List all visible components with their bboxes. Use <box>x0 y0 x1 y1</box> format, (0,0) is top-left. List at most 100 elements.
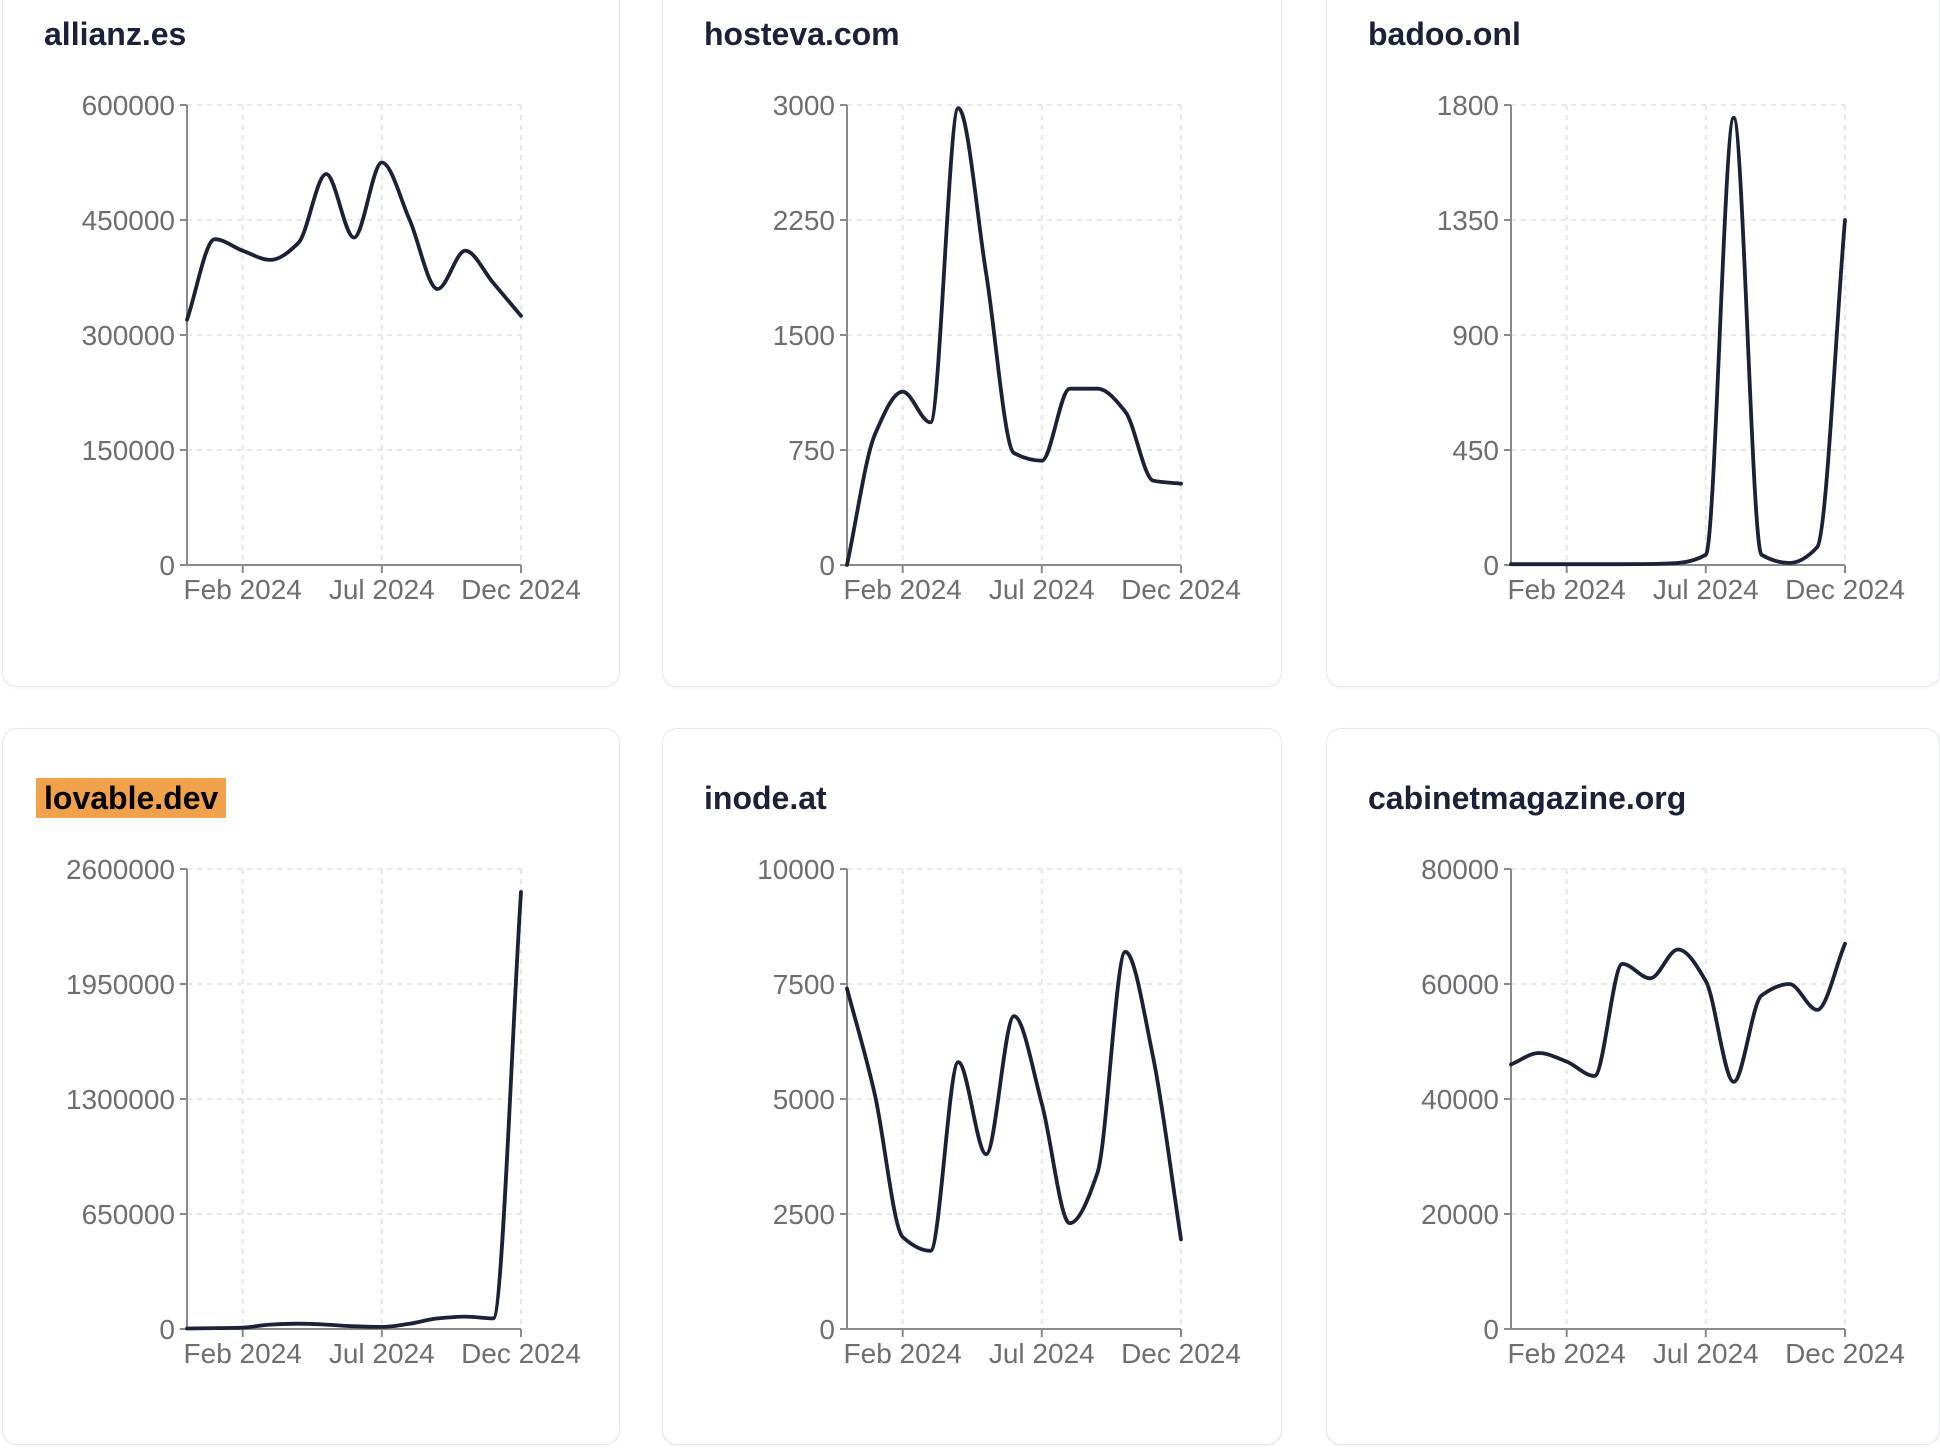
y-axis-labels: 0 650000 1300000 1950000 2600000 <box>66 854 175 1345</box>
svg-text:2600000: 2600000 <box>66 854 175 885</box>
gridlines <box>847 868 1182 1329</box>
svg-text:1350: 1350 <box>1437 205 1499 236</box>
svg-text:20000: 20000 <box>1421 1199 1499 1230</box>
traffic-line <box>1509 115 1847 567</box>
svg-text:750: 750 <box>788 435 835 466</box>
gridlines <box>1511 104 1846 565</box>
card-title: lovable.dev <box>36 778 227 818</box>
axes <box>180 868 522 1337</box>
axes <box>840 104 1182 573</box>
svg-text:40000: 40000 <box>1421 1084 1499 1115</box>
domain-chart-card-inode.at: inode.at 0 2500 5000 7500 10000 Feb 2024 Jul 2… <box>662 728 1282 1445</box>
traffic-line <box>185 160 523 322</box>
y-axis-labels: 0 450 900 1350 1800 <box>1437 90 1499 581</box>
domain-title: inode.at <box>704 780 827 816</box>
svg-text:450: 450 <box>1452 435 1499 466</box>
card-title: badoo.onl <box>1368 14 1521 54</box>
svg-text:Dec 2024: Dec 2024 <box>1785 1338 1905 1369</box>
svg-text:Feb 2024: Feb 2024 <box>1508 574 1626 605</box>
axes <box>840 868 1182 1337</box>
x-axis-labels: Feb 2024 Jul 2024 Dec 2024 <box>1508 1338 1905 1369</box>
svg-text:2500: 2500 <box>773 1199 835 1230</box>
x-axis-labels: Feb 2024 Jul 2024 Dec 2024 <box>844 574 1241 605</box>
gridlines <box>187 868 522 1329</box>
y-axis-labels: 0 20000 40000 60000 80000 <box>1421 854 1499 1345</box>
domain-chart-card-allianz.es: allianz.es 0 150000 300000 450000 600000 Feb … <box>2 0 620 687</box>
domain-title: allianz.es <box>44 16 187 52</box>
domain-chart-card-cabinetmagazine.org: cabinetmagazine.org 0 20000 40000 60000 8000… <box>1326 728 1940 1445</box>
traffic-line-chart: 0 150000 300000 450000 600000 Feb 2024 Jul 202… <box>82 90 581 605</box>
svg-text:Feb 2024: Feb 2024 <box>184 1338 302 1369</box>
svg-text:0: 0 <box>819 550 835 581</box>
svg-text:450000: 450000 <box>82 205 175 236</box>
domain-title: cabinetmagazine.org <box>1368 780 1687 816</box>
domain-chart-card-lovable.dev: lovable.dev 0 650000 1300000 1950000 2600000… <box>2 728 620 1445</box>
domain-chart-card-hosteva.com: hosteva.com 0 750 1500 2250 3000 Feb 2024 Jul … <box>662 0 1282 687</box>
svg-text:80000: 80000 <box>1421 854 1499 885</box>
x-axis-labels: Feb 2024 Jul 2024 Dec 2024 <box>1508 574 1905 605</box>
card-title: hosteva.com <box>704 14 900 54</box>
traffic-line-chart: 0 650000 1300000 1950000 2600000 Feb 2024 Jul … <box>66 854 581 1369</box>
svg-text:300000: 300000 <box>82 320 175 351</box>
traffic-line-chart: 0 750 1500 2250 3000 Feb 2024 Jul 2024 Dec 2024 <box>773 90 1241 605</box>
svg-text:Dec 2024: Dec 2024 <box>1785 574 1905 605</box>
svg-text:Dec 2024: Dec 2024 <box>1121 574 1241 605</box>
traffic-line-chart: 0 2500 5000 7500 10000 Feb 2024 Jul 2024 Dec 20… <box>757 854 1241 1369</box>
domain-chart-card-badoo.onl: badoo.onl 0 450 900 1350 1800 Feb 2024 Jul 202… <box>1326 0 1940 687</box>
gridlines <box>1511 868 1846 1329</box>
svg-text:60000: 60000 <box>1421 969 1499 1000</box>
svg-text:150000: 150000 <box>82 435 175 466</box>
domain-title: lovable.dev <box>36 778 227 818</box>
y-axis-labels: 0 2500 5000 7500 10000 <box>757 854 835 1345</box>
svg-text:3000: 3000 <box>773 90 835 121</box>
traffic-line-chart: 0 20000 40000 60000 80000 Feb 2024 Jul 2024 Dec… <box>1421 854 1905 1369</box>
svg-text:Feb 2024: Feb 2024 <box>1508 1338 1626 1369</box>
svg-text:0: 0 <box>159 1314 175 1345</box>
svg-text:Jul 2024: Jul 2024 <box>329 574 435 605</box>
svg-text:Dec 2024: Dec 2024 <box>461 574 581 605</box>
x-axis-labels: Feb 2024 Jul 2024 Dec 2024 <box>844 1338 1241 1369</box>
svg-text:0: 0 <box>159 550 175 581</box>
svg-text:2250: 2250 <box>773 205 835 236</box>
svg-text:Feb 2024: Feb 2024 <box>184 574 302 605</box>
traffic-line <box>185 890 523 1331</box>
svg-text:1300000: 1300000 <box>66 1084 175 1115</box>
svg-text:Dec 2024: Dec 2024 <box>1121 1338 1241 1369</box>
card-title: cabinetmagazine.org <box>1368 778 1686 818</box>
svg-text:Dec 2024: Dec 2024 <box>461 1338 581 1369</box>
card-title: allianz.es <box>44 14 186 54</box>
svg-text:Jul 2024: Jul 2024 <box>989 574 1095 605</box>
svg-text:0: 0 <box>1483 550 1499 581</box>
svg-text:7500: 7500 <box>773 969 835 1000</box>
x-axis-labels: Feb 2024 Jul 2024 Dec 2024 <box>184 1338 581 1369</box>
svg-text:600000: 600000 <box>82 90 175 121</box>
domain-title: hosteva.com <box>704 16 900 52</box>
svg-text:900: 900 <box>1452 320 1499 351</box>
traffic-line <box>845 106 1183 567</box>
traffic-line-chart: 0 450 900 1350 1800 Feb 2024 Jul 2024 Dec 2024 <box>1437 90 1905 605</box>
svg-text:1950000: 1950000 <box>66 969 175 1000</box>
domain-title: badoo.onl <box>1368 16 1521 52</box>
svg-text:Jul 2024: Jul 2024 <box>989 1338 1095 1369</box>
svg-text:650000: 650000 <box>82 1199 175 1230</box>
gridlines <box>187 104 522 565</box>
y-axis-labels: 0 750 1500 2250 3000 <box>773 90 835 581</box>
traffic-line <box>845 949 1183 1253</box>
svg-text:Feb 2024: Feb 2024 <box>844 1338 962 1369</box>
axes <box>180 104 522 573</box>
traffic-line <box>1509 941 1847 1084</box>
svg-text:1800: 1800 <box>1437 90 1499 121</box>
svg-text:0: 0 <box>819 1314 835 1345</box>
axes <box>1504 868 1846 1337</box>
svg-text:Jul 2024: Jul 2024 <box>329 1338 435 1369</box>
x-axis-labels: Feb 2024 Jul 2024 Dec 2024 <box>184 574 581 605</box>
svg-text:Jul 2024: Jul 2024 <box>1653 1338 1759 1369</box>
svg-text:5000: 5000 <box>773 1084 835 1115</box>
gridlines <box>847 104 1182 565</box>
card-title: inode.at <box>704 778 827 818</box>
svg-text:Jul 2024: Jul 2024 <box>1653 574 1759 605</box>
svg-text:10000: 10000 <box>757 854 835 885</box>
axes <box>1504 104 1846 573</box>
y-axis-labels: 0 150000 300000 450000 600000 <box>82 90 175 581</box>
svg-text:1500: 1500 <box>773 320 835 351</box>
